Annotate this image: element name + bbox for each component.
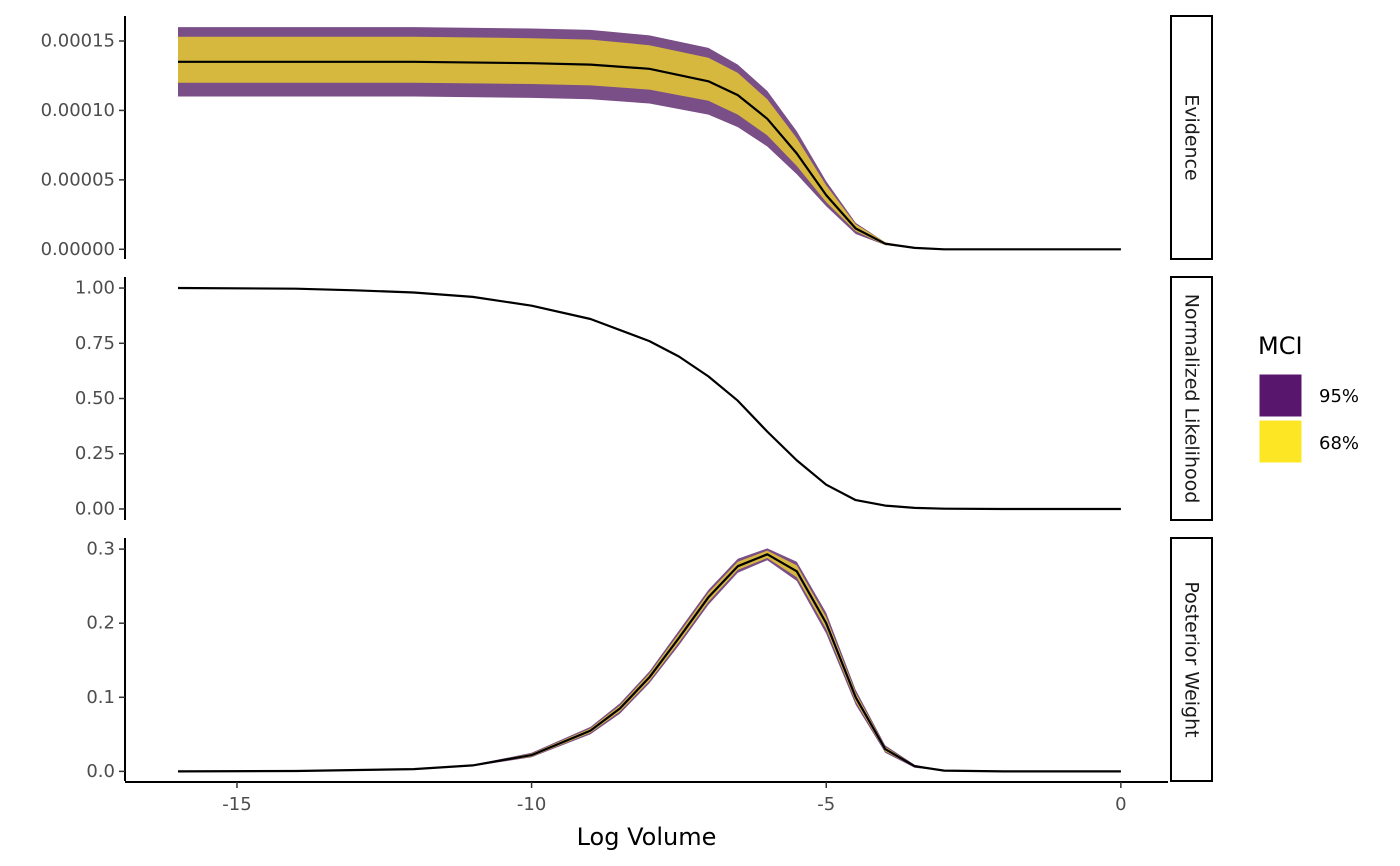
legend-key-68 [1258,419,1303,464]
x-axis-ticks: -15 -10 -5 0 [222,782,1127,815]
likelihood-y-axis: 0.00 0.25 0.50 0.75 1.00 [75,277,126,520]
posterior-ci95-band [178,548,1121,772]
legend: MCI 95% 68% [1258,332,1359,464]
legend-label-68: 68% [1319,433,1359,454]
x-axis-title: Log Volume [577,823,717,851]
posterior-strip-box [1170,537,1213,782]
posterior-y-axis: 0.0 0.1 0.2 0.3 [86,538,126,782]
x-tick-label: -10 [517,794,546,815]
evidence-y-axis: 0.00000 0.00005 0.00010 0.00015 [41,16,126,260]
likelihood-strip-box [1170,276,1213,521]
x-tick-label: -15 [222,794,251,815]
x-tick-label: 0 [1115,794,1126,815]
evidence-y-tick-label: 0.00005 [41,169,115,190]
evidence-strip-box [1170,15,1213,260]
legend-title: MCI [1258,332,1303,360]
evidence-y-tick-label: 0.00010 [41,100,115,121]
likelihood-y-tick-label: 1.00 [75,278,115,299]
posterior-y-tick-label: 0.1 [86,687,115,708]
posterior-y-tick-label: 0.0 [86,761,115,782]
likelihood-mean-line [177,286,1121,511]
posterior-strip: Posterior Weight [1170,537,1213,782]
evidence-y-tick-label: 0.00015 [41,30,115,51]
evidence-strip-label: Evidence [1181,94,1203,180]
evidence-ci68-band [178,36,1121,250]
legend-key-95 [1258,373,1303,418]
posterior-ci68-band [178,550,1121,772]
likelihood-y-tick-label: 0.50 [75,388,115,409]
evidence-mean-line [178,60,1121,251]
posterior-strip-label: Posterior Weight [1181,581,1203,737]
x-tick-label: -5 [817,794,835,815]
likelihood-y-tick-label: 0.00 [75,498,115,519]
panel-posterior-weight: 0.0 0.1 0.2 0.3 Posterior Weight [86,537,1213,782]
likelihood-y-tick-label: 0.25 [75,443,115,464]
posterior-y-tick-label: 0.2 [86,613,115,634]
likelihood-y-tick-label: 0.75 [75,333,115,354]
evidence-strip: Evidence [1170,15,1213,260]
posterior-plot-area [177,548,1121,773]
legend-label-95: 95% [1319,386,1359,407]
panel-evidence: 0.00000 0.00005 0.00010 0.00015 Evidence [41,15,1213,260]
likelihood-strip: Normalized Likelihood [1170,276,1213,521]
panel-normalized-likelihood: 0.00 0.25 0.50 0.75 1.00 Normalized Likeliho… [75,276,1213,521]
evidence-y-tick-label: 0.00000 [41,239,115,260]
posterior-y-tick-label: 0.3 [86,539,115,560]
posterior-mean-line [177,553,1121,773]
x-axis: -15 -10 -5 0 Log Volume [125,781,1168,851]
evidence-plot-area [178,27,1121,251]
likelihood-strip-label: Normalized Likelihood [1181,294,1203,504]
likelihood-plot-area [177,286,1121,511]
